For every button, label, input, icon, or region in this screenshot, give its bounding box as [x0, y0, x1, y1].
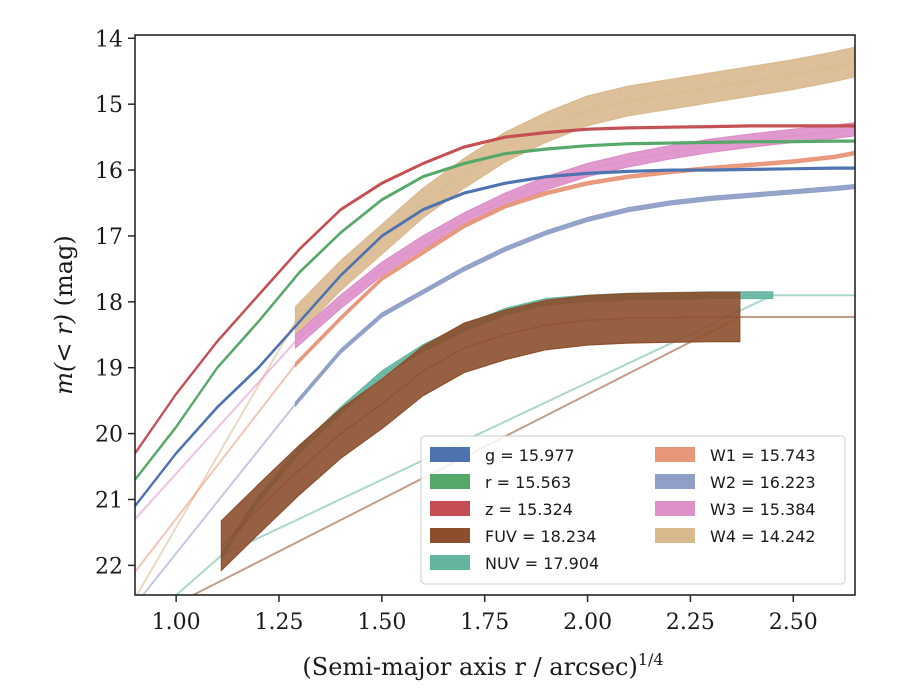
series-w3-extension — [135, 340, 297, 520]
legend-label: g = 15.977 — [485, 446, 575, 465]
legend-swatch — [430, 555, 470, 570]
legend-item-g: g = 15.977 — [430, 446, 575, 465]
x-tick-label: 1.00 — [152, 610, 201, 635]
series-nuv-extension — [174, 294, 855, 595]
legend-item-nuv: NUV = 17.904 — [430, 554, 599, 573]
legend-label: W3 = 15.384 — [710, 500, 816, 519]
series-w4-extension — [135, 321, 297, 595]
x-tick-label: 2.25 — [666, 610, 715, 635]
legend-item-w2: W2 = 16.223 — [655, 473, 816, 492]
legend-swatch — [430, 501, 470, 516]
legend-swatch — [655, 501, 695, 516]
legend-label: FUV = 18.234 — [485, 527, 596, 546]
legend-swatch — [430, 528, 470, 543]
legend: g = 15.977 r = 15.563 z = 15.324 FUV = 18.2… — [420, 435, 846, 585]
legend-label: z = 15.324 — [485, 500, 573, 519]
x-tick-label: 2.50 — [769, 610, 818, 635]
y-tick-label: 21 — [95, 488, 123, 513]
series-w4-band — [294, 46, 855, 338]
legend-swatch — [655, 528, 695, 543]
series-layer — [135, 46, 855, 595]
series-fuv — [190, 291, 855, 595]
series-r — [135, 139, 855, 482]
x-axis-label-exponent: 1/4 — [638, 650, 664, 669]
y-tick-label: 18 — [95, 291, 123, 316]
y-axis: 14 15 16 17 18 19 20 21 22 — [95, 27, 135, 579]
series-z-band — [135, 124, 855, 456]
legend-item-w4: W4 = 14.242 — [655, 527, 816, 546]
legend-item-r: r = 15.563 — [430, 473, 571, 492]
legend-label: W1 = 15.743 — [710, 446, 816, 465]
x-axis-label: (Semi-major axis r / arcsec)1/4 — [302, 650, 663, 681]
series-z — [135, 124, 855, 456]
legend-label: W2 = 16.223 — [710, 473, 816, 492]
series-g-line — [135, 167, 855, 507]
y-tick-label: 19 — [95, 357, 123, 382]
x-tick-label: 1.25 — [255, 610, 304, 635]
series-w1-band — [294, 150, 855, 368]
series-w2 — [141, 183, 855, 595]
x-tick-label: 2.00 — [563, 610, 612, 635]
series-z-line — [135, 125, 855, 454]
series-w2-extension — [141, 403, 297, 595]
y-axis-label-unit: (mag) — [50, 235, 78, 314]
legend-swatch — [430, 474, 470, 489]
y-tick-label: 16 — [95, 159, 123, 184]
series-w2-band — [294, 183, 855, 408]
legend-item-w3: W3 = 15.384 — [655, 500, 816, 519]
legend-swatch — [430, 447, 470, 462]
series-w3-line — [295, 128, 855, 342]
x-tick-label: 1.75 — [460, 610, 509, 635]
plot-frame — [134, 34, 856, 596]
series-fuv-band — [220, 291, 741, 572]
x-tick-label: 1.50 — [357, 610, 406, 635]
legend-item-fuv: FUV = 18.234 — [430, 527, 596, 546]
series-fuv-line — [220, 316, 740, 547]
y-axis-label: m(< r) (mag) — [50, 235, 78, 395]
legend-label: NUV = 17.904 — [485, 554, 599, 573]
legend-item-z: z = 15.324 — [430, 500, 573, 519]
series-w2-line — [294, 185, 855, 405]
y-axis-label-main: m(< r) — [50, 314, 78, 395]
series-w1 — [135, 150, 855, 573]
legend-swatch — [655, 474, 695, 489]
series-r-line — [135, 140, 855, 481]
series-w1-extension — [135, 363, 297, 573]
legend-box — [420, 435, 846, 585]
legend-swatch — [655, 447, 695, 462]
y-tick-label: 15 — [95, 93, 123, 118]
y-tick-label: 20 — [95, 423, 123, 448]
legend-item-w1: W1 = 15.743 — [655, 446, 816, 465]
legend-label: W4 = 14.242 — [710, 527, 816, 546]
series-r-band — [135, 139, 855, 482]
y-tick-label: 14 — [95, 27, 123, 52]
x-axis: 1.00 1.25 1.50 1.75 2.00 2.25 2.50 — [152, 595, 818, 635]
legend-label: r = 15.563 — [485, 473, 571, 492]
y-tick-label: 17 — [95, 225, 123, 250]
series-w1-line — [294, 152, 855, 365]
series-g — [135, 166, 855, 508]
y-tick-label: 22 — [95, 554, 123, 579]
